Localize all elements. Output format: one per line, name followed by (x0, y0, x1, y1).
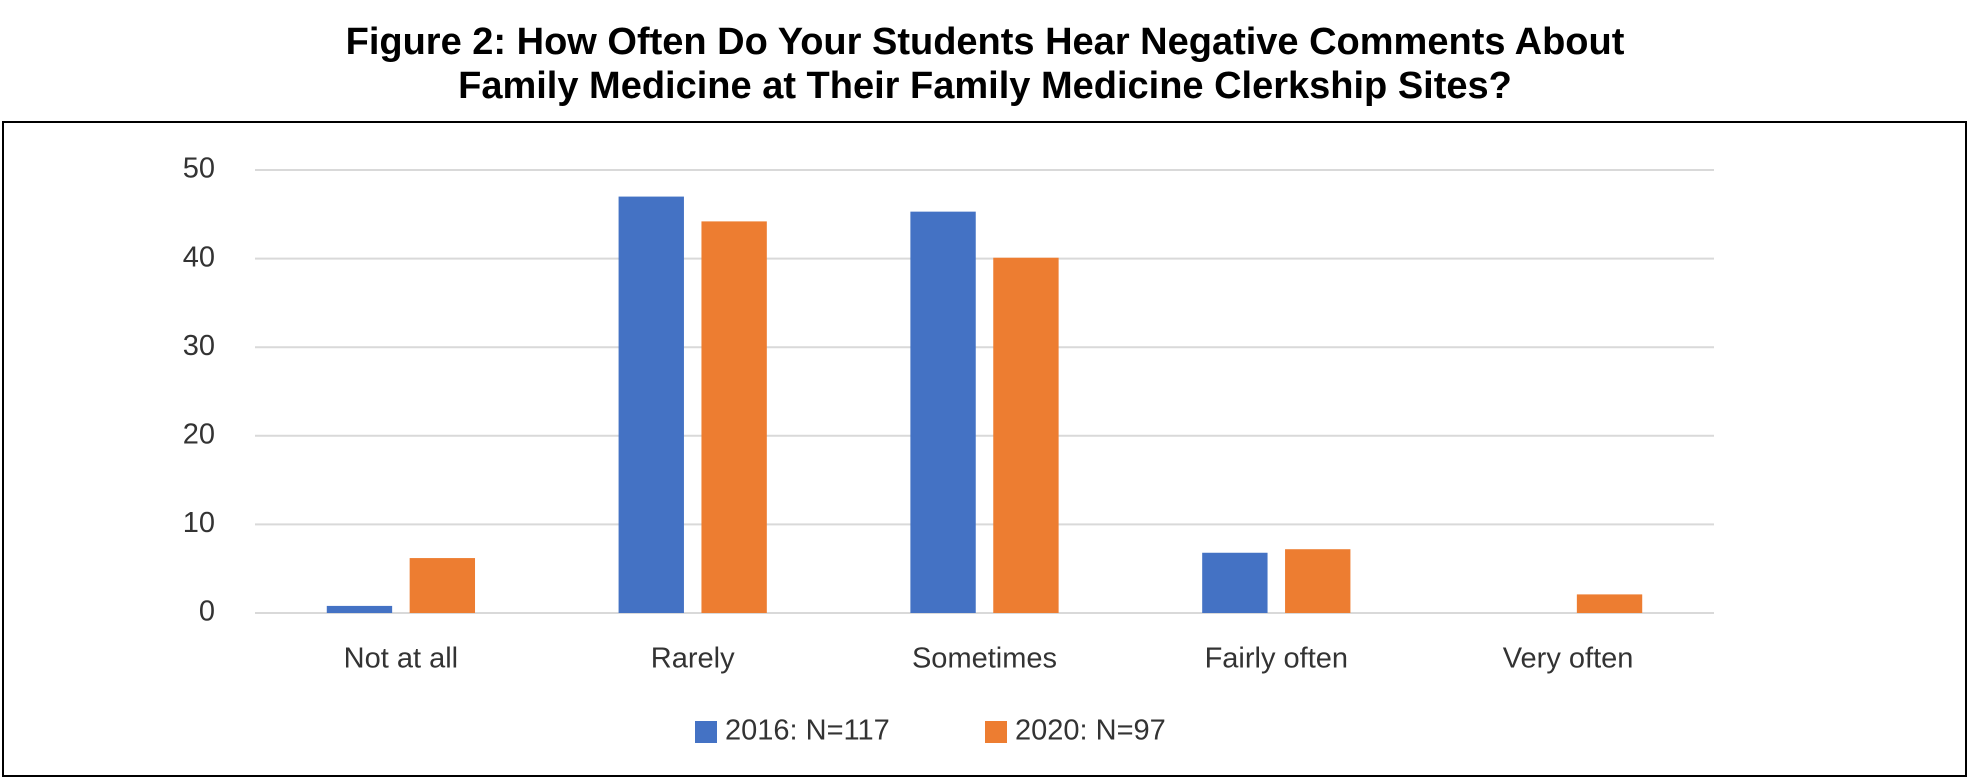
legend-label: 2016: N=117 (725, 715, 890, 747)
bar (1202, 552, 1268, 613)
y-tick-label: 0 (199, 596, 215, 628)
chart-title: Family Medicine at Their Family Medicine… (458, 65, 1512, 107)
x-tick-label: Fairly often (1205, 643, 1348, 675)
legend-swatch (985, 721, 1007, 743)
y-tick-label: 40 (183, 241, 215, 273)
bar (409, 558, 476, 613)
x-tick-label: Sometimes (912, 643, 1057, 675)
bar (1285, 549, 1351, 613)
bar (910, 211, 976, 613)
y-tick-label: 20 (183, 418, 215, 450)
chart-frame (2, 121, 1967, 777)
x-tick-label: Very often (1503, 643, 1634, 675)
bar (993, 257, 1059, 613)
y-tick-label: 10 (183, 507, 215, 539)
bar (701, 221, 767, 613)
legend-swatch (695, 721, 717, 743)
y-tick-label: 50 (183, 153, 215, 185)
bar (326, 605, 393, 613)
x-tick-label: Rarely (651, 643, 735, 675)
bar (618, 196, 684, 613)
bar (1576, 594, 1643, 613)
y-tick-label: 30 (183, 330, 215, 362)
legend-label: 2020: N=97 (1015, 715, 1166, 747)
chart-title: Figure 2: How Often Do Your Students Hea… (346, 21, 1625, 63)
x-tick-label: Not at all (344, 643, 458, 675)
